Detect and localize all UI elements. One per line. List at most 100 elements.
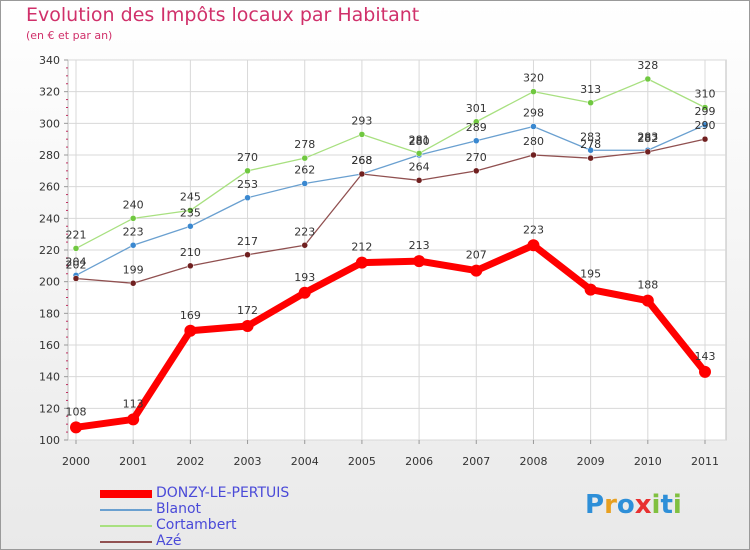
data-label: 202: [66, 259, 87, 272]
data-label: 169: [180, 309, 201, 322]
data-label: 270: [237, 151, 258, 164]
logo-letter: t: [660, 490, 673, 520]
y-tick-label: 160: [39, 339, 60, 352]
data-label: 212: [351, 241, 372, 254]
y-tick-label: 260: [39, 181, 60, 194]
logo-letter: i: [651, 490, 661, 520]
series-point: [187, 262, 194, 270]
proxiti-logo: Proxiti: [585, 490, 682, 520]
series-point: [244, 194, 251, 201]
data-label: 298: [523, 107, 544, 120]
y-tick-label: 200: [39, 276, 60, 289]
series-point: [244, 251, 251, 258]
series-group: [70, 75, 711, 434]
data-label: 207: [466, 249, 487, 262]
series-point: [470, 264, 483, 277]
y-tick-label: 220: [39, 244, 60, 257]
data-label: 253: [237, 178, 258, 191]
series-point: [530, 151, 537, 159]
data-label: 188: [637, 279, 658, 292]
x-tick-label: 2005: [348, 455, 376, 468]
series-point: [473, 118, 480, 125]
series-point: [358, 170, 366, 178]
series-point: [72, 275, 80, 282]
series-line: [75, 138, 706, 284]
data-label: 235: [180, 206, 201, 219]
series-point: [129, 242, 137, 249]
series-point: [641, 294, 654, 307]
legend-label: DONZY-LE-PERTUIS: [156, 485, 290, 501]
y-tick-label: 120: [39, 402, 60, 415]
series-point: [587, 147, 594, 154]
series-point: [413, 255, 426, 268]
x-tick-label: 2001: [119, 455, 147, 468]
data-label: 204: [66, 255, 87, 268]
series-point: [187, 223, 194, 230]
data-label: 172: [237, 304, 258, 317]
data-label: 281: [409, 133, 430, 146]
logo-letter: r: [604, 490, 617, 520]
x-tick-label: 2002: [176, 455, 204, 468]
logo-letter: i: [672, 490, 682, 520]
data-label: 217: [237, 235, 258, 248]
series-point: [298, 286, 311, 299]
data-label: 299: [695, 105, 716, 118]
logo-letter: x: [634, 490, 652, 520]
data-label: 245: [180, 190, 201, 203]
y-tick-label: 280: [39, 149, 60, 162]
series-point: [127, 413, 140, 426]
data-label: 210: [180, 246, 201, 259]
data-label: 289: [466, 121, 487, 134]
series-point: [301, 154, 308, 162]
data-label: 223: [523, 223, 544, 236]
series-line: [75, 124, 706, 276]
series-point: [301, 242, 308, 249]
data-label: 223: [123, 225, 144, 238]
data-label: 270: [466, 151, 487, 164]
x-axis: 2000 2001 2002 2003 2004 2005 2006 2007 2008 2009…: [62, 440, 719, 468]
y-tick-label: 100: [39, 434, 60, 447]
data-label: 264: [409, 160, 430, 173]
y-tick-label: 340: [39, 54, 60, 67]
series-point: [187, 207, 194, 214]
series-line: [75, 241, 708, 431]
x-tick-label: 2004: [291, 455, 319, 468]
x-tick-label: 2006: [405, 455, 433, 468]
series-point: [355, 256, 368, 269]
data-label: 290: [695, 119, 716, 132]
y-tick-label: 240: [39, 212, 60, 225]
series-point: [584, 283, 597, 296]
data-label: 268: [351, 154, 372, 167]
data-label: 310: [695, 88, 716, 101]
series-point: [527, 239, 540, 252]
legend-swatch: [100, 490, 152, 498]
series-point: [241, 320, 254, 332]
legend-label: Cortambert: [156, 517, 237, 533]
series-point: [587, 154, 594, 162]
data-label: 213: [409, 239, 430, 252]
y-tick-label: 320: [39, 86, 60, 99]
series-point: [587, 99, 594, 106]
data-label: 301: [466, 102, 487, 115]
series-point: [415, 177, 423, 184]
data-label: 280: [409, 135, 430, 148]
series-point: [473, 137, 480, 144]
data-label: 113: [123, 397, 144, 410]
data-label: 282: [637, 132, 658, 145]
series-point: [72, 245, 80, 252]
series-point: [530, 123, 537, 130]
series-point: [701, 104, 709, 111]
data-label: 328: [637, 59, 658, 72]
x-tick-label: 2000: [62, 455, 90, 468]
legend-label: Azé: [156, 533, 182, 549]
series-point: [184, 324, 197, 337]
data-label: 240: [123, 198, 144, 211]
y-tick-label: 180: [39, 307, 60, 320]
y-tick-label: 300: [39, 117, 60, 130]
data-label: 268: [351, 154, 372, 167]
y-tick-label: 140: [39, 371, 60, 384]
data-label: 143: [695, 350, 716, 363]
series-point: [70, 421, 82, 434]
data-label: 278: [580, 138, 601, 151]
